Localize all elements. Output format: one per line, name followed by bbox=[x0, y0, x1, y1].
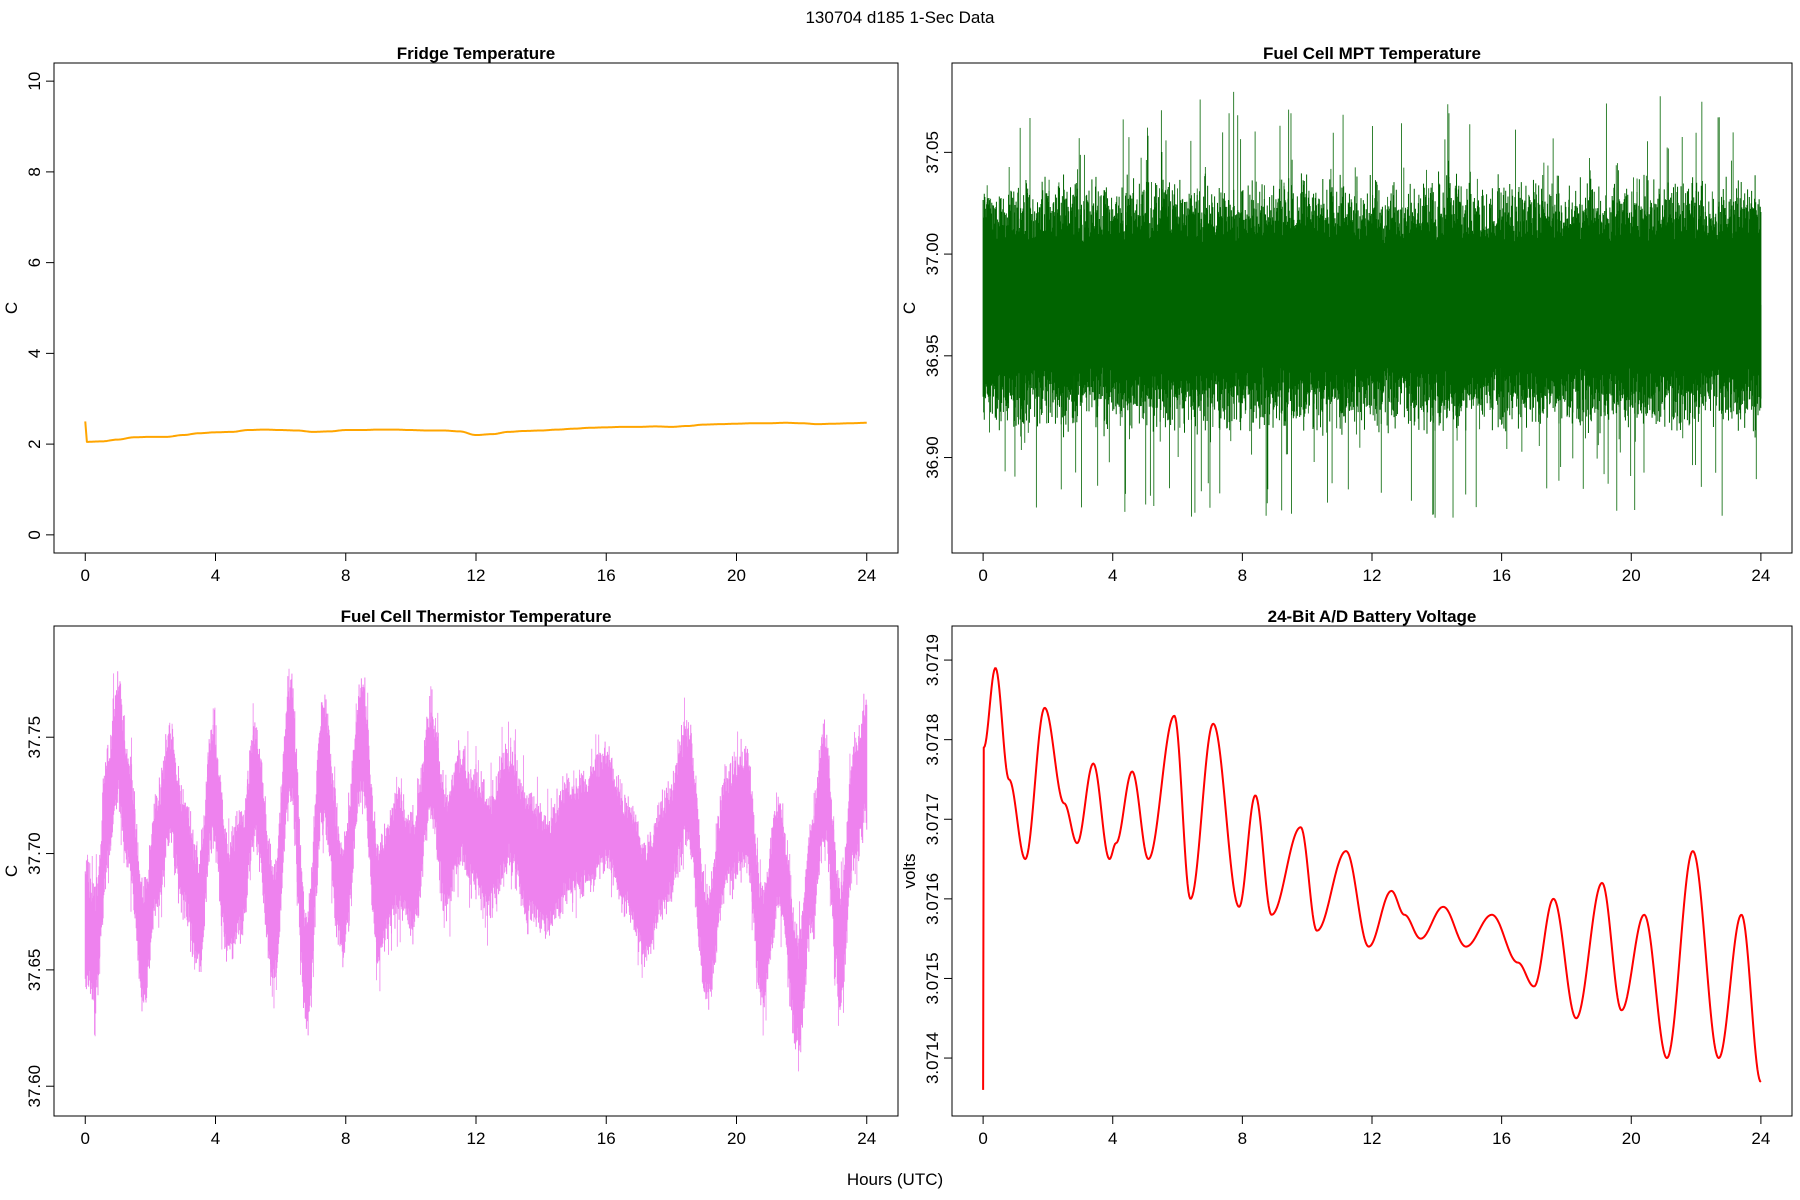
x-tick-label: 0 bbox=[978, 566, 987, 585]
x-tick-label: 12 bbox=[1363, 1129, 1382, 1148]
y-tick-label: 3.0716 bbox=[923, 873, 942, 925]
x-tick-label: 8 bbox=[341, 566, 350, 585]
x-tick-label: 24 bbox=[1751, 1129, 1770, 1148]
y-tick-label: 36.90 bbox=[923, 436, 942, 479]
y-tick-label: 6 bbox=[25, 258, 44, 267]
y-tick-label: 8 bbox=[25, 167, 44, 176]
series bbox=[84, 668, 868, 1072]
x-tick-label: 12 bbox=[1363, 566, 1382, 585]
plot-frame bbox=[53, 62, 899, 554]
y-tick-label: 10 bbox=[25, 72, 44, 91]
y-axis-label: C bbox=[2, 302, 21, 314]
x-axis: 0 4 8 12 16 20 24 bbox=[81, 552, 876, 585]
y-tick-label: 3.0714 bbox=[923, 1032, 942, 1084]
panel-title: Fridge Temperature bbox=[397, 44, 555, 63]
x-tick-label: 0 bbox=[81, 1129, 90, 1148]
y-tick-label: 3.0717 bbox=[923, 793, 942, 845]
y-tick-label: 0 bbox=[25, 530, 44, 539]
x-tick-label: 8 bbox=[1238, 566, 1247, 585]
y-tick-label: 37.75 bbox=[25, 716, 44, 759]
y-tick-label: 37.05 bbox=[923, 131, 942, 174]
x-tick-label: 12 bbox=[467, 1129, 486, 1148]
y-tick-label: 37.70 bbox=[25, 832, 44, 875]
x-tick-label: 12 bbox=[467, 566, 486, 585]
series bbox=[84, 421, 867, 443]
x-tick-label: 20 bbox=[727, 566, 746, 585]
x-axis: 0 4 8 12 16 20 24 bbox=[81, 1115, 876, 1148]
y-tick-label: 37.00 bbox=[923, 233, 942, 276]
x-tick-label: 24 bbox=[857, 1129, 876, 1148]
chart-panel-2: Fuel Cell MPT Temperature C 0 4 8 12 16 20 24 36.… bbox=[900, 44, 1793, 585]
y-axis-label: C bbox=[900, 302, 919, 314]
series bbox=[982, 667, 1762, 1090]
figure-xlabel: Hours (UTC) bbox=[847, 1170, 943, 1189]
series bbox=[982, 91, 1762, 518]
chart-panel-3: Fuel Cell Thermistor Temperature C 0 4 8 12 16… bbox=[2, 607, 899, 1148]
x-tick-label: 20 bbox=[1622, 566, 1641, 585]
y-axis: 37.60 37.65 37.70 37.75 bbox=[25, 716, 54, 1108]
y-axis-label: C bbox=[2, 865, 21, 877]
y-tick-label: 3.0719 bbox=[923, 634, 942, 686]
chart-panel-4: 24-Bit A/D Battery Voltage volts 0 4 8 12 16 20… bbox=[900, 607, 1793, 1148]
x-tick-label: 8 bbox=[341, 1129, 350, 1148]
panel-title: Fuel Cell MPT Temperature bbox=[1263, 44, 1481, 63]
x-tick-label: 16 bbox=[597, 1129, 616, 1148]
series-line bbox=[84, 421, 867, 443]
y-axis-label: volts bbox=[900, 854, 919, 889]
x-tick-label: 0 bbox=[978, 1129, 987, 1148]
y-tick-label: 3.0715 bbox=[923, 952, 942, 1004]
y-tick-label: 36.95 bbox=[923, 335, 942, 378]
y-tick-label: 3.0718 bbox=[923, 714, 942, 766]
y-axis: 3.0714 3.0715 3.0716 3.0717 3.0718 3.0719 bbox=[923, 634, 952, 1084]
x-tick-label: 16 bbox=[1492, 566, 1511, 585]
panel-title: Fuel Cell Thermistor Temperature bbox=[341, 607, 612, 626]
x-tick-label: 4 bbox=[1108, 566, 1117, 585]
y-tick-label: 2 bbox=[25, 439, 44, 448]
series-band bbox=[84, 671, 868, 1053]
x-tick-label: 24 bbox=[857, 566, 876, 585]
series-band bbox=[982, 171, 1762, 438]
x-tick-label: 4 bbox=[1108, 1129, 1117, 1148]
plot-frame bbox=[951, 625, 1793, 1117]
x-tick-label: 8 bbox=[1238, 1129, 1247, 1148]
series-line bbox=[982, 667, 1762, 1090]
panel-title: 24-Bit A/D Battery Voltage bbox=[1268, 607, 1477, 626]
y-tick-label: 4 bbox=[25, 349, 44, 358]
x-tick-label: 24 bbox=[1751, 566, 1770, 585]
x-tick-label: 16 bbox=[597, 566, 616, 585]
y-tick-label: 37.60 bbox=[25, 1065, 44, 1108]
x-tick-label: 20 bbox=[1622, 1129, 1641, 1148]
x-tick-label: 4 bbox=[211, 566, 220, 585]
x-tick-label: 20 bbox=[727, 1129, 746, 1148]
y-axis: 36.90 36.95 37.00 37.05 bbox=[923, 131, 952, 479]
x-axis: 0 4 8 12 16 20 24 bbox=[978, 1115, 1770, 1148]
x-tick-label: 4 bbox=[211, 1129, 220, 1148]
x-tick-label: 16 bbox=[1492, 1129, 1511, 1148]
y-tick-label: 37.65 bbox=[25, 949, 44, 992]
figure-title: 130704 d185 1-Sec Data bbox=[805, 8, 995, 27]
x-tick-label: 0 bbox=[81, 566, 90, 585]
y-axis: 0 2 4 6 8 10 bbox=[25, 72, 54, 540]
x-axis: 0 4 8 12 16 20 24 bbox=[978, 552, 1770, 585]
